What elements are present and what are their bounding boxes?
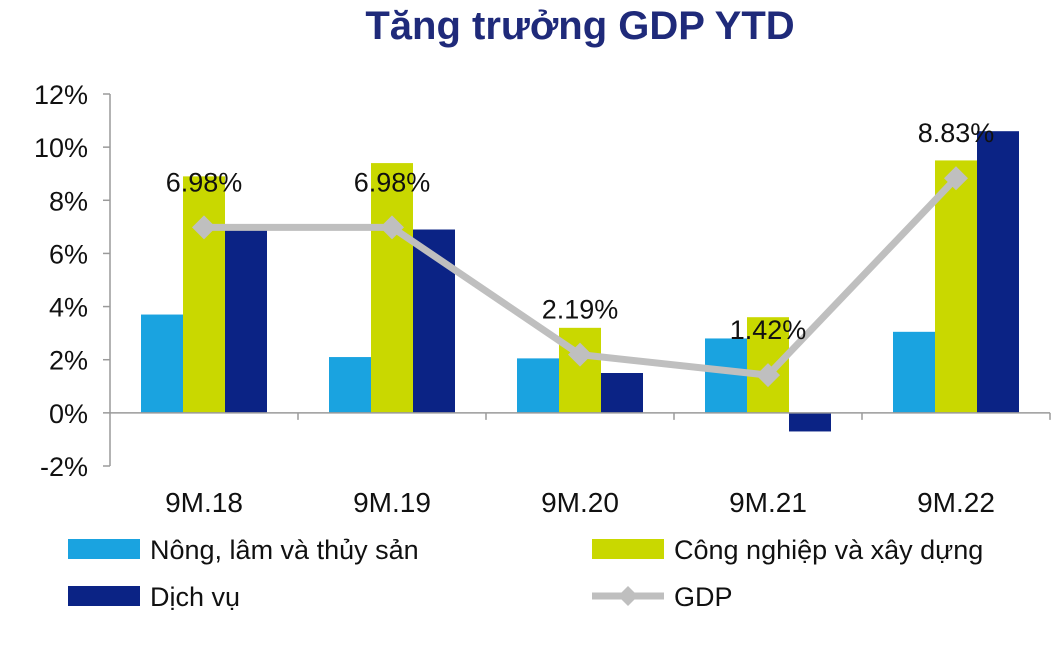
chart-title: Tăng trưởng GDP YTD (365, 4, 795, 48)
gdp-point (380, 215, 404, 240)
gdp-data-label: 1.42% (730, 315, 807, 345)
legend-swatch (68, 586, 140, 606)
gdp-point (756, 363, 780, 388)
gdp-point (192, 215, 216, 240)
x-tick-label: 9M.19 (353, 487, 431, 518)
y-tick-label: 6% (49, 239, 88, 269)
bar-2-9M19 (371, 163, 413, 413)
y-tick-label: 4% (49, 293, 88, 323)
legend-swatch (68, 539, 140, 559)
bar-2-9M22 (935, 160, 977, 413)
y-tick-label: 0% (49, 399, 88, 429)
x-tick-label: 9M.18 (165, 487, 243, 518)
x-tick-label: 9M.20 (541, 487, 619, 518)
y-tick-label: 8% (49, 186, 88, 216)
y-tick-label: 12% (34, 80, 88, 110)
gdp-data-label: 8.83% (918, 118, 995, 148)
bar-3-9M21 (789, 412, 831, 432)
bar-1-9M21 (705, 338, 747, 413)
bar-1-9M22 (893, 331, 935, 413)
gdp-data-label: 2.19% (542, 295, 619, 325)
gdp-point (568, 342, 592, 367)
legend-swatch (592, 539, 664, 559)
gdp-data-label: 6.98% (166, 167, 243, 197)
legend-label: Dịch vụ (150, 582, 240, 612)
bar-3-9M20 (601, 373, 643, 413)
x-tick-label: 9M.22 (917, 487, 995, 518)
bar-1-9M19 (329, 357, 371, 413)
y-tick-label: -2% (40, 452, 88, 482)
bar-1-9M20 (517, 358, 559, 413)
bar-3-9M19 (413, 229, 455, 413)
legend-marker (618, 586, 638, 606)
legend-label: Công nghiệp và xây dựng (674, 535, 983, 565)
bar-2-9M18 (183, 176, 225, 413)
bar-3-9M22 (977, 131, 1019, 413)
bar-3-9M18 (225, 226, 267, 413)
legend-label: Nông, lâm và thủy sản (150, 535, 419, 565)
bar-1-9M18 (141, 314, 183, 413)
y-tick-label: 10% (34, 133, 88, 163)
gdp-data-label: 6.98% (354, 167, 431, 197)
legend-label: GDP (674, 582, 733, 612)
y-tick-label: 2% (49, 346, 88, 376)
gdp-point (944, 166, 968, 191)
x-tick-label: 9M.21 (729, 487, 807, 518)
